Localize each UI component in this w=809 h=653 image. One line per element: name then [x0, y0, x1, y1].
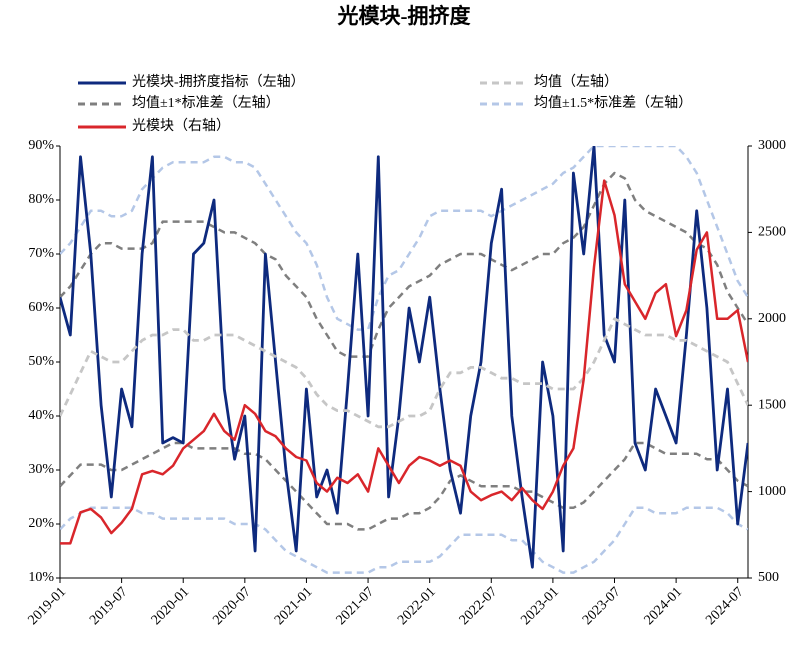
legend-label: 均值±1*标准差（左轴） [132, 95, 280, 111]
legend-label: 光模块（右轴） [132, 118, 230, 134]
plot-area [60, 146, 748, 574]
x-tick-label: 2019-07 [87, 584, 131, 628]
y2-tick-label: 2500 [758, 225, 786, 240]
series-line [60, 317, 748, 429]
y-tick-label: 10% [28, 570, 54, 585]
legend-label: 光模块-拥挤度指标（左轴） [132, 74, 305, 90]
y-tick-label: 20% [28, 516, 54, 531]
y2-tick-label: 1000 [758, 484, 786, 499]
x-tick-label: 2021-01 [272, 584, 316, 628]
x-tick-label: 2023-01 [518, 584, 562, 628]
y2-tick-label: 3000 [758, 138, 786, 153]
y2-tick-label: 500 [758, 570, 779, 585]
y-tick-label: 90% [28, 138, 54, 153]
y-tick-label: 60% [28, 300, 54, 315]
x-tick-label: 2020-07 [210, 584, 254, 628]
x-tick-label: 2024-07 [703, 584, 747, 628]
x-tick-label: 2019-01 [25, 584, 69, 628]
x-tick-label: 2022-01 [395, 584, 439, 628]
band-line [60, 506, 748, 574]
band-line [60, 146, 748, 331]
y2-tick-label: 2000 [758, 311, 786, 326]
series-line [60, 146, 748, 569]
y-tick-label: 80% [28, 192, 54, 207]
y2-tick-label: 1500 [758, 397, 786, 412]
legend-label: 均值（左轴） [534, 74, 618, 90]
chart-title: 光模块-拥挤度 [337, 4, 471, 28]
y-tick-label: 70% [28, 246, 54, 261]
band-line [60, 441, 748, 531]
x-tick-label: 2021-07 [334, 584, 378, 628]
y-tick-label: 40% [28, 408, 54, 423]
series-line [60, 179, 748, 545]
legend-label: 均值±1.5*标准差（左轴） [534, 95, 692, 111]
x-tick-label: 2020-01 [149, 584, 193, 628]
band-line [60, 171, 748, 358]
x-tick-label: 2024-01 [642, 584, 686, 628]
x-tick-label: 2023-07 [580, 584, 624, 628]
x-tick-label: 2022-07 [457, 584, 501, 628]
y-tick-label: 30% [28, 462, 54, 477]
y-tick-label: 50% [28, 354, 54, 369]
